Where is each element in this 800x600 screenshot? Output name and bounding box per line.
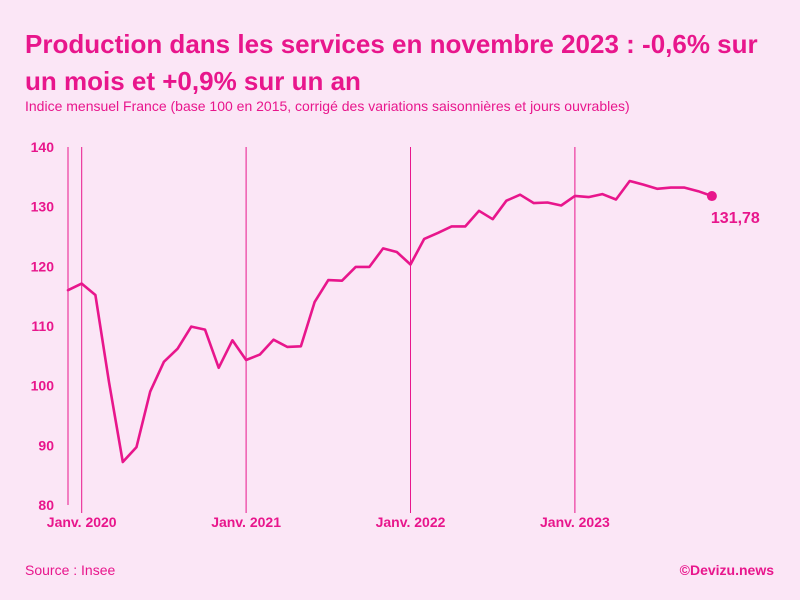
y-tick-label: 80 <box>38 497 54 513</box>
last-value-marker <box>706 191 717 202</box>
y-tick-label: 140 <box>31 139 55 155</box>
credit-link[interactable]: ©Devizu.news <box>679 562 774 578</box>
source-note: Source : Insee <box>25 562 116 578</box>
chart-title: Production dans les services en novembre… <box>25 29 758 96</box>
x-tick-label: Janv. 2023 <box>540 514 610 530</box>
x-tick-label: Janv. 2020 <box>47 514 117 530</box>
y-tick-label: 90 <box>38 437 54 453</box>
y-tick-label: 130 <box>31 199 55 215</box>
chart-subtitle: Indice mensuel France (base 100 en 2015,… <box>25 98 630 114</box>
x-tick-label: Janv. 2022 <box>376 514 446 530</box>
y-tick-label: 120 <box>31 258 55 274</box>
series-line <box>66 179 714 464</box>
y-tick-label: 100 <box>31 378 55 394</box>
y-tick-label: 110 <box>31 318 54 334</box>
last-value-label: 131,78 <box>711 210 760 227</box>
x-tick-label: Janv. 2021 <box>211 514 281 530</box>
